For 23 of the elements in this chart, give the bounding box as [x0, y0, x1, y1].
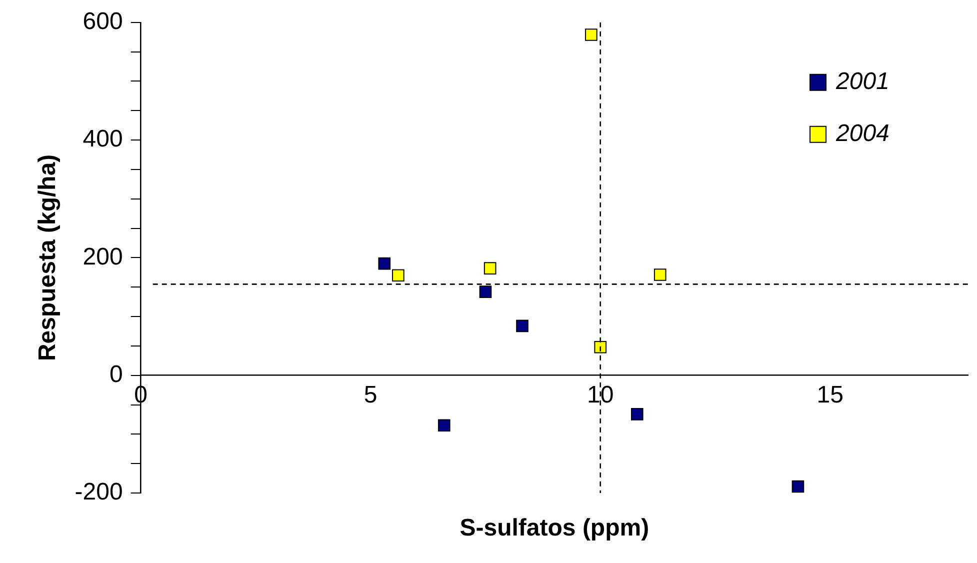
point — [585, 28, 598, 41]
point — [378, 257, 391, 270]
point — [594, 340, 607, 354]
legend-label: 2004 — [835, 120, 890, 148]
y-tick-label: 600 — [82, 8, 123, 36]
y-tick-label: -200 — [74, 478, 123, 506]
y-tick-label: 400 — [82, 126, 123, 153]
point — [479, 286, 492, 298]
y-axis-title: Respuesta (kg/ha) — [34, 154, 62, 362]
x-tick-label: 5 — [364, 381, 378, 408]
point — [792, 480, 804, 493]
x-axis-title: S-sulfatos (ppm) — [460, 514, 650, 542]
x-tick-label: 15 — [816, 381, 844, 408]
point — [654, 268, 666, 281]
x-tick-label: 10 — [587, 381, 614, 408]
point — [438, 419, 450, 432]
legend-label: 2001 — [835, 68, 890, 96]
point — [392, 269, 404, 282]
y-tick-label: 0 — [109, 360, 123, 388]
y-tick-label: 200 — [82, 243, 123, 270]
point — [484, 262, 496, 274]
point — [630, 408, 644, 420]
point — [516, 320, 528, 332]
